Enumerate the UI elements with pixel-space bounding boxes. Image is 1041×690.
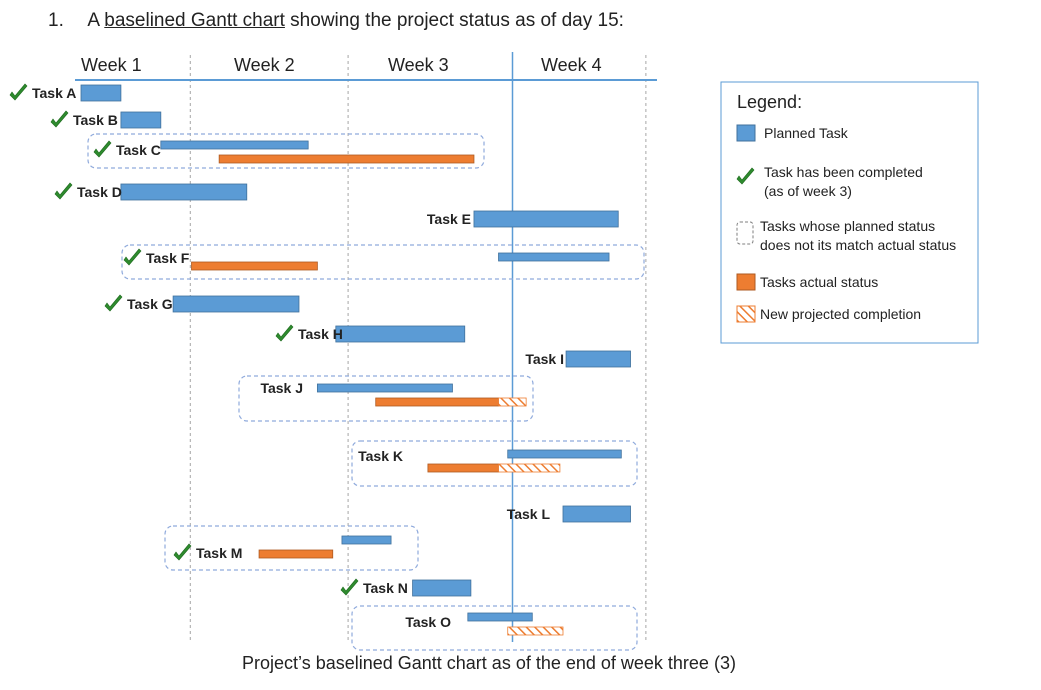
planned-bar-task-j — [316, 383, 453, 393]
task-label-task-o: Task O — [405, 614, 451, 630]
check-icon-task-g — [104, 294, 123, 312]
legend-mismatch-swatch — [736, 221, 754, 245]
check-icon-task-h — [275, 324, 294, 342]
task-label-task-m: Task M — [196, 545, 242, 561]
actual-bar-task-j — [375, 397, 499, 407]
planned-bar-task-m — [341, 535, 392, 545]
legend-box — [720, 81, 979, 344]
chart-caption: Project’s baselined Gantt chart as of th… — [242, 653, 736, 673]
planned-bar-task-n — [412, 579, 472, 597]
planned-bar-task-l — [562, 505, 631, 523]
check-icon-task-n — [340, 578, 359, 596]
week-label-2: Week 2 — [234, 55, 295, 75]
legend-projected-swatch — [736, 305, 756, 323]
planned-bar-task-o — [467, 612, 533, 622]
mismatch-box-task-c — [87, 133, 485, 169]
mismatch-box-task-o — [351, 605, 638, 651]
week-label-1: Week 1 — [81, 55, 142, 75]
question-heading: 1. A baselined Gantt chart showing the p… — [48, 10, 624, 32]
question-suffix: showing the project status as of day 15: — [284, 10, 624, 31]
planned-bar-task-f — [498, 252, 610, 262]
task-label-task-a: Task A — [32, 85, 76, 101]
week-label-4: Week 4 — [541, 55, 602, 75]
task-labels: Task A Task B Task C Task D Task E Task F Task… — [9, 83, 564, 630]
planned-bar-task-b — [120, 111, 162, 129]
legend: Legend: Planned Task Task has been complet… — [720, 81, 979, 344]
mismatch-box-task-f — [121, 244, 645, 280]
check-icon-task-b — [50, 110, 69, 128]
legend-mismatch-label-1: Tasks whose planned status — [760, 218, 935, 234]
mismatch-groups — [87, 133, 645, 651]
check-icon-task-f — [123, 248, 142, 266]
question-prefix: A — [87, 10, 105, 31]
planned-bar-task-g — [172, 295, 300, 313]
task-label-task-h: Task H — [298, 326, 343, 342]
question-number: 1. — [48, 10, 64, 31]
planned-bar-task-c — [160, 140, 309, 150]
task-label-task-d: Task D — [77, 184, 122, 200]
check-icon-task-m — [173, 543, 192, 561]
mismatch-box-task-m — [164, 525, 419, 571]
task-label-task-f: Task F — [146, 250, 190, 266]
actual-bar-task-k — [427, 463, 499, 473]
legend-planned-swatch — [736, 124, 756, 142]
bars — [80, 84, 631, 636]
legend-actual-swatch — [736, 273, 756, 291]
legend-mismatch-label-2: does not its match actual status — [760, 237, 956, 253]
planned-bar-task-d — [120, 183, 248, 201]
legend-check-icon — [736, 167, 755, 185]
mismatch-box-task-k — [351, 440, 638, 487]
legend-actual-label-1: Tasks actual status — [760, 274, 878, 290]
task-label-task-n: Task N — [363, 580, 408, 596]
actual-bar-task-m — [258, 549, 334, 559]
legend-planned-label-1: Planned Task — [764, 125, 849, 141]
planned-bar-task-k — [507, 449, 622, 459]
check-icon-task-c — [93, 140, 112, 158]
projected-bar-task-j — [498, 397, 527, 407]
task-label-task-g: Task G — [127, 296, 173, 312]
check-icon-task-a — [9, 83, 28, 101]
mismatch-box-task-j — [238, 375, 534, 422]
actual-bar-task-c — [218, 154, 475, 164]
projected-bar-task-k — [498, 463, 561, 473]
week-label-3: Week 3 — [388, 55, 449, 75]
legend-check-label-2: (as of week 3) — [764, 183, 852, 199]
task-label-task-k: Task K — [358, 448, 403, 464]
legend-title: Legend: — [737, 92, 802, 112]
projected-bar-task-o — [507, 626, 564, 636]
legend-check-label-1: Task has been completed — [764, 164, 923, 180]
planned-bar-task-h — [335, 325, 466, 343]
planned-bar-task-i — [565, 350, 631, 368]
task-label-task-l: Task L — [507, 506, 551, 522]
gantt-link[interactable]: baselined Gantt chart — [104, 10, 285, 31]
planned-bar-task-a — [80, 84, 122, 102]
task-label-task-c: Task C — [116, 142, 161, 158]
task-label-task-b: Task B — [73, 112, 118, 128]
legend-projected-label-1: New projected completion — [760, 306, 921, 322]
planned-bar-task-e — [473, 210, 619, 228]
check-icon-task-d — [54, 182, 73, 200]
task-label-task-e: Task E — [427, 211, 471, 227]
grid: Week 1 Week 2 Week 3 Week 4 — [75, 52, 657, 642]
task-label-task-j: Task J — [260, 380, 303, 396]
task-label-task-i: Task I — [525, 351, 564, 367]
actual-bar-task-f — [191, 261, 318, 271]
